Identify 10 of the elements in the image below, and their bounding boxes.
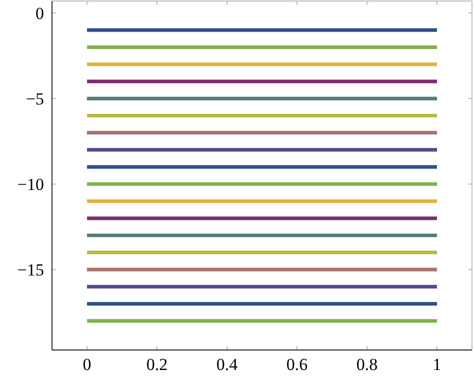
- y-tick-label: −15: [17, 260, 44, 280]
- x-tick-label: 0.8: [356, 355, 378, 374]
- y-tick-label: −5: [26, 89, 44, 108]
- y-tick-label: 0: [36, 4, 44, 23]
- x-tick-label: 0: [82, 355, 92, 374]
- x-tick-label: 0.4: [216, 355, 238, 374]
- y-tick-label: −10: [17, 175, 44, 194]
- x-tick-label: 1: [432, 355, 442, 374]
- x-tick-label: 0.6: [286, 355, 308, 374]
- x-tick-label: 0.2: [146, 355, 168, 374]
